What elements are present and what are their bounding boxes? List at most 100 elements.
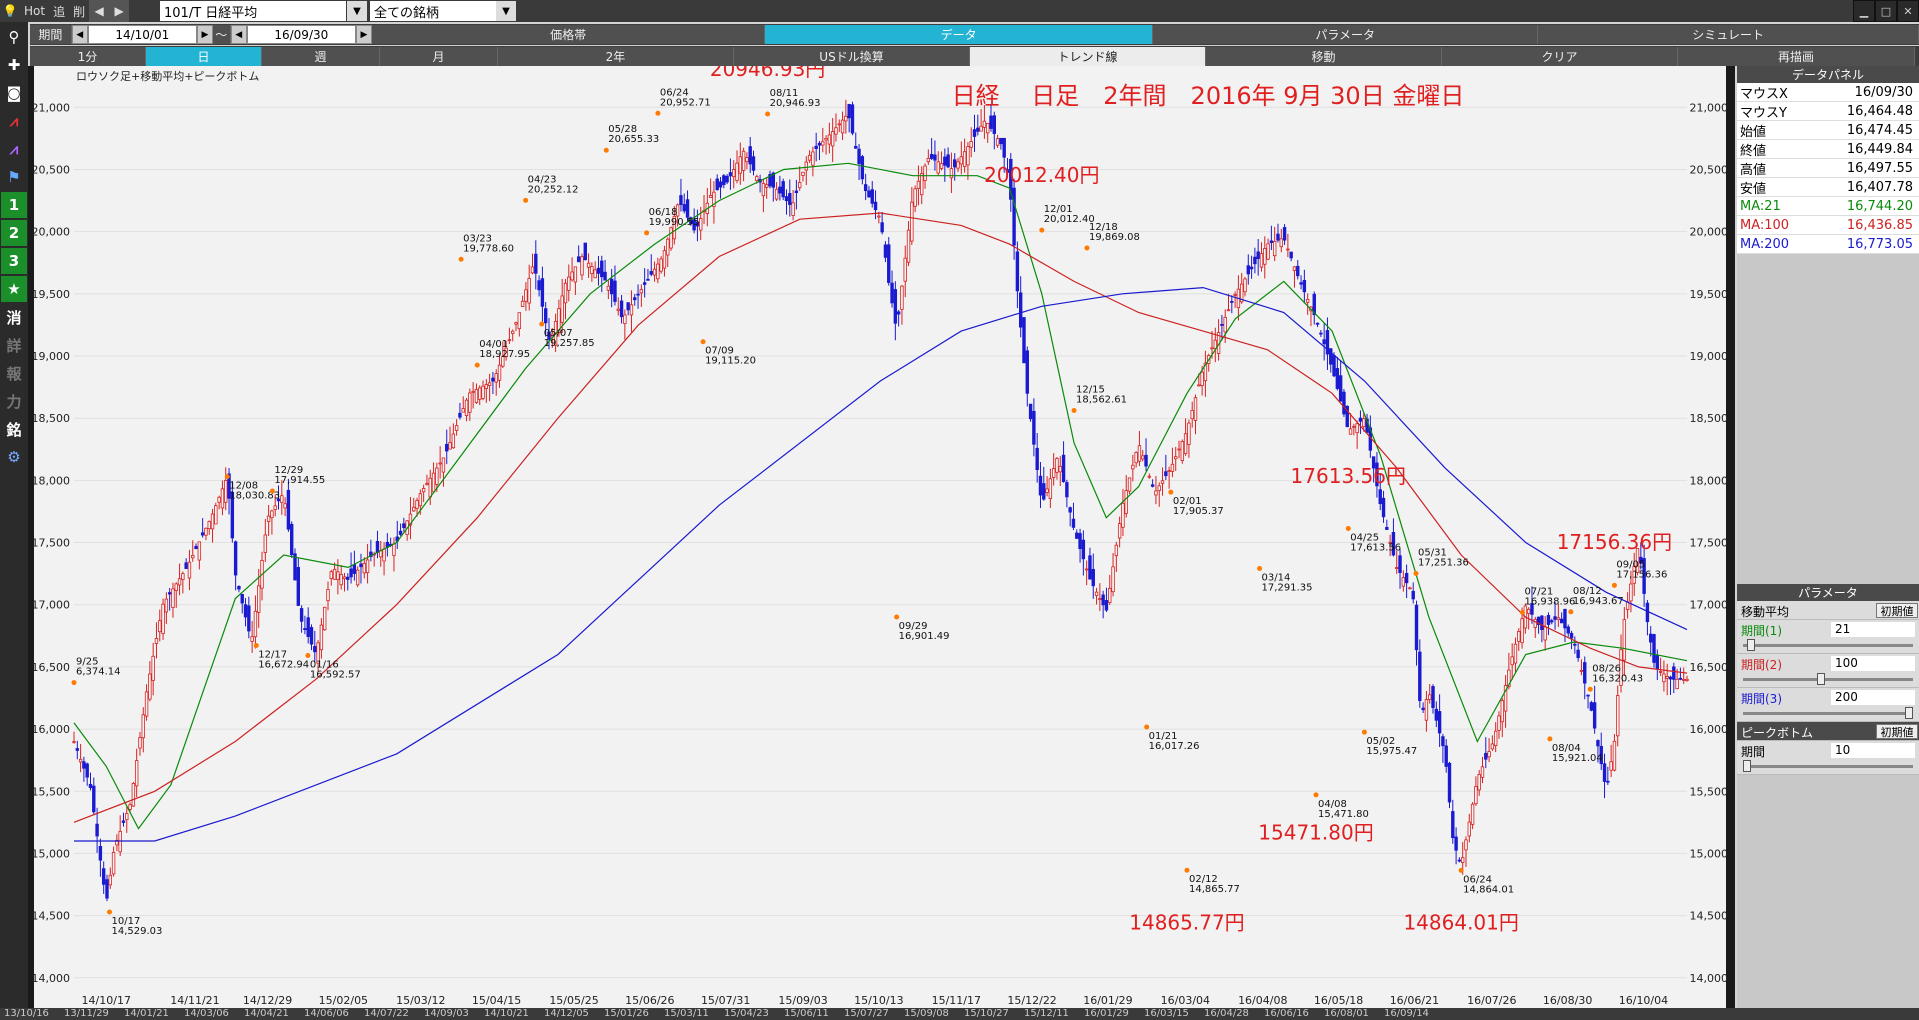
chart-icon[interactable]: ⩘ bbox=[9, 112, 19, 130]
candle-body bbox=[530, 266, 535, 274]
candle-body bbox=[1111, 566, 1115, 593]
param-value[interactable]: 21 bbox=[1831, 622, 1915, 637]
date-from-next-icon[interactable]: ▶ bbox=[196, 25, 213, 44]
data-row-label: 安値 bbox=[1740, 181, 1767, 197]
delete-button[interactable]: 削 bbox=[73, 4, 86, 19]
candle-body bbox=[738, 156, 743, 174]
close-icon[interactable]: ✕ bbox=[1897, 0, 1919, 22]
security-dropdown-icon[interactable]: ▼ bbox=[347, 1, 367, 21]
candle-body bbox=[177, 578, 182, 586]
param-slider[interactable] bbox=[1743, 678, 1913, 681]
prev-security-button[interactable]: ◀ bbox=[89, 0, 110, 22]
candle-body bbox=[1470, 803, 1475, 825]
add-button[interactable]: 追 bbox=[53, 4, 66, 19]
candle-body bbox=[487, 382, 492, 387]
tab-redraw[interactable]: 再描画 bbox=[1678, 46, 1915, 66]
bulb-icon[interactable]: 💡 bbox=[2, 4, 18, 18]
tab-usd-convert[interactable]: USドル換算 bbox=[734, 46, 970, 66]
tab-weekly[interactable]: 週 bbox=[262, 46, 380, 66]
param-slider-knob[interactable] bbox=[1817, 673, 1825, 685]
next-security-button[interactable]: ▶ bbox=[109, 0, 130, 22]
candle-body bbox=[1081, 539, 1086, 560]
tab-move[interactable]: 移動 bbox=[1206, 46, 1442, 66]
candle-body bbox=[768, 174, 772, 187]
candle-body bbox=[1388, 541, 1392, 544]
report-button[interactable]: 報 bbox=[6, 364, 22, 383]
indicator-chart-icon[interactable]: ⩘ bbox=[9, 140, 19, 158]
gear-icon[interactable]: ⚙ bbox=[7, 448, 21, 466]
candle-body bbox=[1005, 169, 1010, 173]
peak-period-slider[interactable] bbox=[1743, 765, 1913, 768]
candle-body bbox=[751, 156, 756, 171]
param-slider-knob[interactable] bbox=[1905, 707, 1913, 719]
security-name-field[interactable]: 101/T 日経平均 bbox=[160, 1, 346, 21]
hot-button[interactable]: Hot bbox=[24, 4, 46, 18]
top-bar: 💡 Hot 追 削 ◀ ▶ 101/T 日経平均 ▼ 全ての銘柄 ▼ ▁ □ ✕ bbox=[0, 0, 1919, 22]
data-panel-header: データパネル bbox=[1737, 66, 1919, 83]
candle-body bbox=[586, 262, 591, 268]
candle-body bbox=[474, 389, 479, 403]
erase-button[interactable]: 消 bbox=[6, 308, 22, 327]
date-from-prev-icon[interactable]: ◀ bbox=[71, 25, 88, 44]
date-to-next-icon[interactable]: ▶ bbox=[355, 25, 372, 44]
brand-button[interactable]: 銘 bbox=[6, 420, 22, 439]
param-value[interactable]: 200 bbox=[1831, 690, 1915, 705]
price-chart[interactable]: 14,000 14,000 14,500 14,500 15,000 15,000 15,5… bbox=[28, 66, 1735, 1020]
candle-body bbox=[600, 260, 604, 278]
param-slider-knob[interactable] bbox=[1747, 639, 1755, 651]
chart-area[interactable]: 14,000 14,000 14,500 14,500 15,000 15,000 15,5… bbox=[28, 66, 1735, 1020]
ma-reset-button[interactable]: 初期値 bbox=[1876, 603, 1918, 618]
data-row: マウスX 16/09/30 bbox=[1737, 83, 1919, 102]
tab-daily[interactable]: 日 bbox=[146, 46, 262, 66]
peak-period-slider-knob[interactable] bbox=[1743, 760, 1751, 772]
search-icon[interactable]: ⚲ bbox=[8, 28, 20, 46]
detail-button[interactable]: 詳 bbox=[6, 336, 22, 355]
camera-icon[interactable]: ◙ bbox=[6, 84, 22, 102]
tab-parameter[interactable]: パラメータ bbox=[1152, 25, 1539, 44]
candle-body bbox=[207, 521, 211, 530]
peak-reset-button[interactable]: 初期値 bbox=[1876, 724, 1918, 739]
layout-1-button[interactable]: 1 bbox=[1, 192, 27, 218]
date-from-field[interactable]: 14/10/01 bbox=[87, 25, 197, 44]
date-to-field[interactable]: 16/09/30 bbox=[246, 25, 356, 44]
filter-dropdown-icon[interactable]: ▼ bbox=[496, 1, 516, 21]
candle-body bbox=[517, 312, 522, 330]
star-icon[interactable]: ★ bbox=[1, 276, 27, 302]
param-slider[interactable] bbox=[1743, 712, 1913, 715]
indicator-label: ロウソク足+移動平均+ピークボトム bbox=[76, 69, 259, 83]
layout-2-button[interactable]: 2 bbox=[1, 220, 27, 246]
tab-2year[interactable]: 2年 bbox=[498, 46, 734, 66]
candle-body bbox=[1094, 591, 1099, 596]
candle-body bbox=[184, 562, 188, 569]
candle-body bbox=[1563, 608, 1567, 629]
layout-3-button[interactable]: 3 bbox=[1, 248, 27, 274]
peak-date-label: 01/16 bbox=[310, 659, 339, 670]
candle-body bbox=[633, 297, 637, 301]
filter-select[interactable]: 全ての銘柄 bbox=[370, 1, 496, 21]
candle-body bbox=[675, 204, 680, 217]
peak-marker bbox=[765, 111, 771, 117]
peak-period-value[interactable]: 10 bbox=[1831, 743, 1915, 758]
param-value[interactable]: 100 bbox=[1831, 656, 1915, 671]
crosshair-icon[interactable]: ✚ bbox=[7, 56, 21, 74]
peak-value-label: 15,975.47 bbox=[1366, 746, 1417, 757]
tab-trendline[interactable]: トレンド線 bbox=[970, 46, 1206, 66]
power-button[interactable]: 力 bbox=[6, 392, 22, 411]
tab-simulate[interactable]: シミュレート bbox=[1538, 25, 1919, 44]
date-to-prev-icon[interactable]: ◀ bbox=[230, 25, 247, 44]
peak-date-label: 04/08 bbox=[1318, 799, 1347, 810]
price-annotation: 20012.40円 bbox=[984, 163, 1099, 187]
candle-body bbox=[1352, 425, 1356, 428]
tab-price-band[interactable]: 価格帯 bbox=[371, 25, 766, 44]
tab-1min[interactable]: 1分 bbox=[30, 46, 146, 66]
tab-clear[interactable]: クリア bbox=[1442, 46, 1678, 66]
candle-body bbox=[92, 785, 96, 813]
param-slider[interactable] bbox=[1743, 644, 1913, 647]
tab-data[interactable]: データ bbox=[765, 25, 1153, 44]
maximize-icon[interactable]: □ bbox=[1875, 0, 1897, 22]
tab-monthly[interactable]: 月 bbox=[380, 46, 498, 66]
flag-icon[interactable]: ⚑ bbox=[7, 168, 21, 186]
data-row-value: 16,497.55 bbox=[1846, 160, 1913, 176]
minimize-icon[interactable]: ▁ bbox=[1853, 0, 1875, 22]
candle-body bbox=[959, 156, 964, 165]
